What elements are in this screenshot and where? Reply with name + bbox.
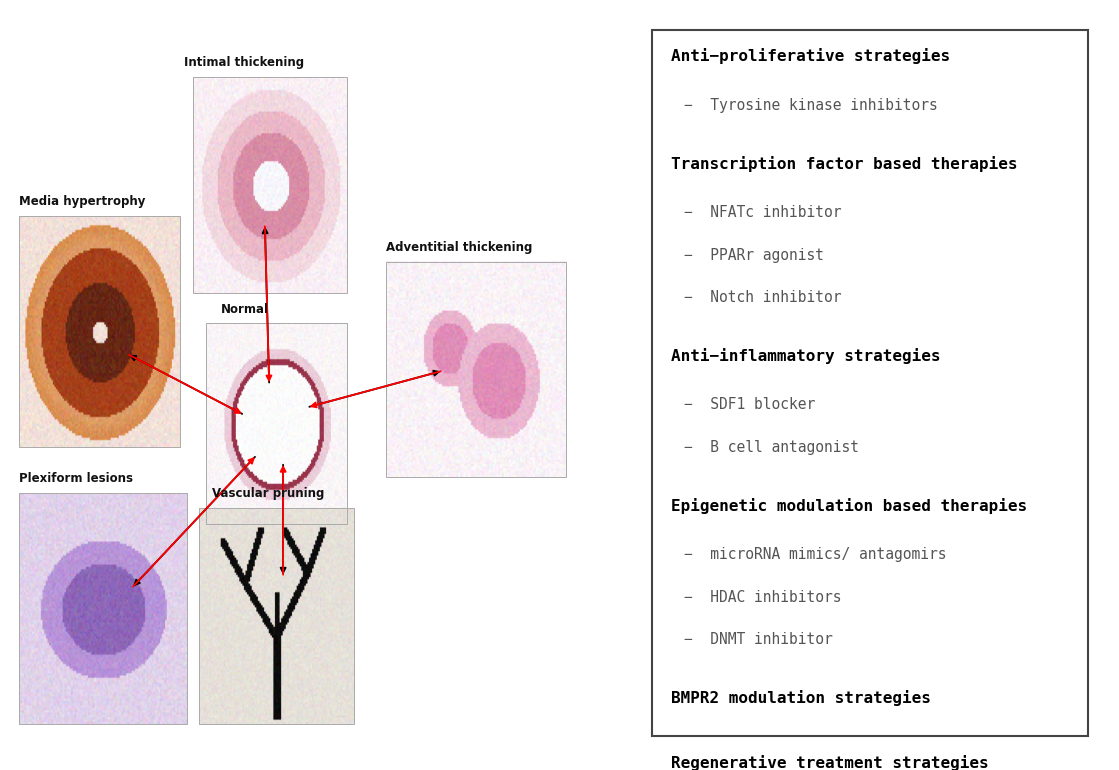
Bar <box>192 77 347 293</box>
Text: Adventitial thickening: Adventitial thickening <box>386 241 533 254</box>
Text: Vascular pruning: Vascular pruning <box>213 487 325 501</box>
Text: −  Tyrosine kinase inhibitors: − Tyrosine kinase inhibitors <box>684 98 938 112</box>
Text: −  Notch inhibitor: − Notch inhibitor <box>684 290 841 305</box>
Text: −  SDF1 blocker: − SDF1 blocker <box>684 397 816 413</box>
Text: −  PPARr agonist: − PPARr agonist <box>684 247 825 263</box>
Text: Epigenetic modulation based therapies: Epigenetic modulation based therapies <box>670 498 1027 514</box>
Text: Plexiform lesions: Plexiform lesions <box>19 472 133 485</box>
Bar <box>19 216 180 447</box>
Text: −  microRNA mimics/ antagomirs: − microRNA mimics/ antagomirs <box>684 547 947 562</box>
Bar <box>206 323 347 524</box>
Text: Anti−inflammatory strategies: Anti−inflammatory strategies <box>670 348 940 364</box>
Text: BMPR2 modulation strategies: BMPR2 modulation strategies <box>670 690 931 706</box>
Text: Normal: Normal <box>220 303 269 316</box>
Text: Regenerative treatment strategies: Regenerative treatment strategies <box>670 755 988 770</box>
Text: Anti−proliferative strategies: Anti−proliferative strategies <box>670 49 950 64</box>
Text: −  HDAC inhibitors: − HDAC inhibitors <box>684 590 841 604</box>
Text: −  B cell antagonist: − B cell antagonist <box>684 440 859 454</box>
Bar <box>19 493 187 724</box>
Text: −  DNMT inhibitor: − DNMT inhibitor <box>684 631 833 647</box>
Bar <box>386 262 566 477</box>
Text: Media hypertrophy: Media hypertrophy <box>19 195 145 208</box>
Text: −  NFATc inhibitor: − NFATc inhibitor <box>684 206 841 220</box>
Text: Intimal thickening: Intimal thickening <box>185 56 304 69</box>
Text: Transcription factor based therapies: Transcription factor based therapies <box>670 156 1017 172</box>
Bar <box>199 508 354 724</box>
